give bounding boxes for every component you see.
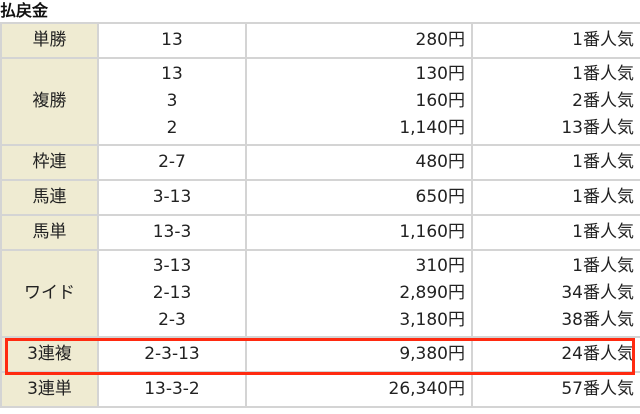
popularity-cell-value: 1番人気 <box>572 256 634 276</box>
bet-type-cell: 馬連 <box>0 179 99 216</box>
payout-cell: 310円 2,890円 3,180円 <box>245 249 473 338</box>
payout-cell-value: 9,380円 <box>399 344 465 364</box>
payout-row: 3連単 13-3-2 26,340円 57番人気 <box>0 371 640 408</box>
popularity-cell: 1番人気 <box>471 214 640 251</box>
payout-cell: 26,340円 <box>245 371 473 408</box>
bet-type-cell: 3連単 <box>0 371 99 408</box>
payout-cell: 650円 <box>245 179 473 216</box>
bet-type-cell: 3連複 <box>0 336 99 373</box>
payout-cell: 9,380円 <box>245 336 473 373</box>
popularity-cell-value: 38番人気 <box>561 310 634 330</box>
popularity-cell: 1番人気 2番人気 13番人気 <box>471 57 640 146</box>
payout-cell-value: 310円 <box>415 256 465 276</box>
combination-cell-value: 2-13 <box>152 283 192 303</box>
bet-type-cell: ワイド <box>0 249 99 338</box>
payout-row: ワイド 3-13 2-13 2-3 310円 2,890円 3,180円 1番人気 34番人気 3… <box>0 249 640 338</box>
popularity-cell-value: 24番人気 <box>561 344 634 364</box>
combination-cell-value: 13-3 <box>152 222 192 242</box>
combination-cell: 3-13 <box>97 179 247 216</box>
payout-cell-value: 130円 <box>415 64 465 84</box>
popularity-cell-value: 1番人気 <box>572 152 634 172</box>
payout-cell: 280円 <box>245 22 473 59</box>
combination-cell: 13-3-2 <box>97 371 247 408</box>
payout-cell-value: 3,180円 <box>399 310 465 330</box>
bet-type-cell: 複勝 <box>0 57 99 146</box>
payout-cell-value: 1,140円 <box>399 118 465 138</box>
payout-cell-value: 2,890円 <box>399 283 465 303</box>
combination-cell: 13-3 <box>97 214 247 251</box>
popularity-cell-value: 13番人気 <box>561 118 634 138</box>
popularity-cell: 24番人気 <box>471 336 640 373</box>
bet-type-cell: 馬単 <box>0 214 99 251</box>
payout-table: 単勝 13 280円 1番人気 複勝 13 3 2 130円 160円 1,140円 1番人気 2番人気… <box>0 22 640 408</box>
payout-cell: 1,160円 <box>245 214 473 251</box>
payout-cell: 130円 160円 1,140円 <box>245 57 473 146</box>
popularity-cell-value: 2番人気 <box>572 91 634 111</box>
bet-type-cell: 単勝 <box>0 22 99 59</box>
popularity-cell: 1番人気 <box>471 144 640 181</box>
combination-cell-value: 13-3-2 <box>144 379 200 399</box>
payout-title: 払戻金 <box>0 1 49 20</box>
popularity-cell: 1番人気 <box>471 22 640 59</box>
combination-cell-value: 3 <box>166 91 178 111</box>
combination-cell-value: 2-3-13 <box>144 344 200 364</box>
payout-row: 馬単 13-3 1,160円 1番人気 <box>0 214 640 251</box>
popularity-cell-value: 1番人気 <box>572 30 634 50</box>
combination-cell: 13 3 2 <box>97 57 247 146</box>
combination-cell-value: 2 <box>166 118 178 138</box>
combination-cell-value: 3-13 <box>152 256 192 276</box>
popularity-cell-value: 1番人気 <box>572 222 634 242</box>
combination-cell-value: 13 <box>161 64 183 84</box>
combination-cell: 2-7 <box>97 144 247 181</box>
popularity-cell-value: 57番人気 <box>561 379 634 399</box>
payout-row: 枠連 2-7 480円 1番人気 <box>0 144 640 181</box>
popularity-cell-value: 1番人気 <box>572 187 634 207</box>
payout-cell: 480円 <box>245 144 473 181</box>
combination-cell-value: 3-13 <box>152 187 192 207</box>
popularity-cell: 1番人気 34番人気 38番人気 <box>471 249 640 338</box>
combination-cell-value: 13 <box>161 30 183 50</box>
combination-cell: 3-13 2-13 2-3 <box>97 249 247 338</box>
popularity-cell: 57番人気 <box>471 371 640 408</box>
payout-row: 馬連 3-13 650円 1番人気 <box>0 179 640 216</box>
combination-cell: 13 <box>97 22 247 59</box>
combination-cell-value: 2-7 <box>158 152 186 172</box>
payout-cell-value: 160円 <box>415 91 465 111</box>
popularity-cell: 1番人気 <box>471 179 640 216</box>
combination-cell: 2-3-13 <box>97 336 247 373</box>
popularity-cell-value: 34番人気 <box>561 283 634 303</box>
bet-type-cell: 枠連 <box>0 144 99 181</box>
combination-cell-value: 2-3 <box>158 310 186 330</box>
payout-cell-value: 480円 <box>415 152 465 172</box>
payout-row: 3連複 2-3-13 9,380円 24番人気 <box>0 336 640 373</box>
payout-cell-value: 1,160円 <box>399 222 465 242</box>
payout-cell-value: 26,340円 <box>388 379 465 399</box>
popularity-cell-value: 1番人気 <box>572 64 634 84</box>
payout-row: 単勝 13 280円 1番人気 <box>0 22 640 59</box>
payout-cell-value: 280円 <box>415 30 465 50</box>
payout-row: 複勝 13 3 2 130円 160円 1,140円 1番人気 2番人気 13番人気 <box>0 57 640 146</box>
payout-cell-value: 650円 <box>415 187 465 207</box>
